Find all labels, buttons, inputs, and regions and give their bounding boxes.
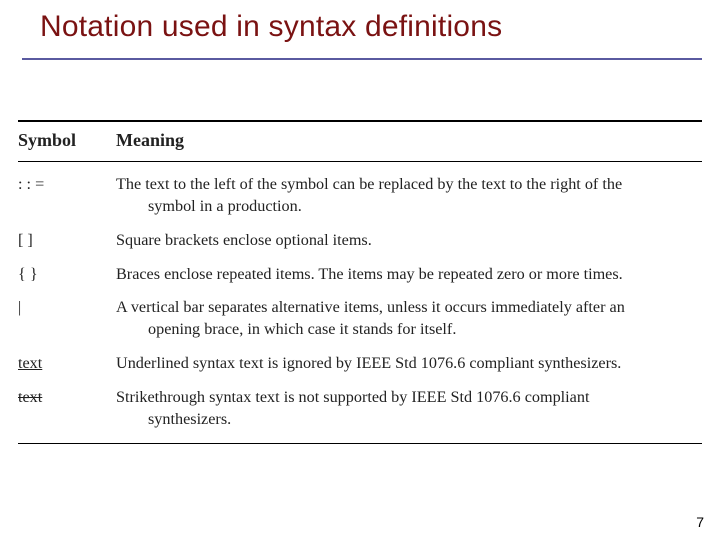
meaning-cell: A vertical bar separates alternative ite… [116, 297, 702, 341]
title-underline [22, 58, 702, 60]
meaning-line1: Square brackets enclose optional items. [116, 231, 372, 249]
table-body: : : =The text to the left of the symbol … [18, 168, 702, 437]
header-meaning: Meaning [116, 130, 702, 151]
symbol-cell: | [18, 297, 116, 319]
table-row: |A vertical bar separates alternative it… [18, 291, 702, 347]
meaning-line1: Strikethrough syntax text is not support… [116, 388, 589, 406]
table-row: [ ]Square brackets enclose optional item… [18, 224, 702, 258]
table-rule-mid [18, 161, 702, 162]
meaning-line2: symbol in a production. [116, 196, 702, 218]
table-rule-bottom [18, 443, 702, 444]
symbol-cell: { } [18, 264, 116, 286]
slide: Notation used in syntax definitions Symb… [0, 0, 720, 540]
slide-title: Notation used in syntax definitions [40, 10, 502, 44]
table-row: : : =The text to the left of the symbol … [18, 168, 702, 224]
symbol-cell: text [18, 387, 116, 409]
meaning-line1: The text to the left of the symbol can b… [116, 175, 622, 193]
notation-table: Symbol Meaning : : =The text to the left… [18, 120, 702, 444]
header-symbol: Symbol [18, 130, 116, 151]
meaning-line1: Underlined syntax text is ignored by IEE… [116, 354, 621, 372]
meaning-line1: Braces enclose repeated items. The items… [116, 265, 623, 283]
table-row: { }Braces enclose repeated items. The it… [18, 258, 702, 292]
symbol-cell: [ ] [18, 230, 116, 252]
symbol-cell: : : = [18, 174, 116, 196]
table-row: textStrikethrough syntax text is not sup… [18, 381, 702, 437]
meaning-line2: opening brace, in which case it stands f… [116, 319, 702, 341]
table-row: textUnderlined syntax text is ignored by… [18, 347, 702, 381]
meaning-cell: Braces enclose repeated items. The items… [116, 264, 702, 286]
meaning-line1: A vertical bar separates alternative ite… [116, 298, 625, 316]
page-number: 7 [696, 514, 704, 530]
meaning-cell: Strikethrough syntax text is not support… [116, 387, 702, 431]
table-header-row: Symbol Meaning [18, 122, 702, 161]
meaning-line2: synthesizers. [116, 409, 702, 431]
symbol-cell: text [18, 353, 116, 375]
meaning-cell: Square brackets enclose optional items. [116, 230, 702, 252]
meaning-cell: The text to the left of the symbol can b… [116, 174, 702, 218]
meaning-cell: Underlined syntax text is ignored by IEE… [116, 353, 702, 375]
